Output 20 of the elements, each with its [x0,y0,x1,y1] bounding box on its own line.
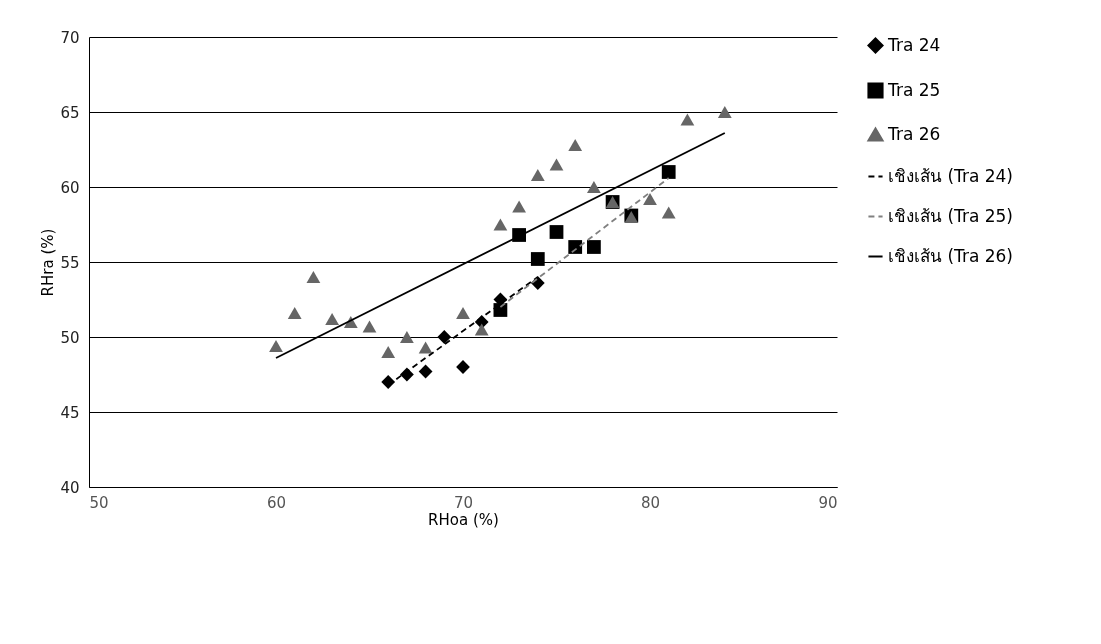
legend-label: Tra 24 [887,34,941,55]
y-tick-label: 55 [60,253,80,272]
y-tick-label: 40 [60,478,80,497]
legend-label: Tra 26 [887,123,941,144]
y-tick-label: 50 [60,328,80,347]
y-tick-label: 45 [60,403,80,422]
legend-label: เชิงเส้น (Tra 26) [888,245,1013,266]
x-axis-title: RHoa (%) [428,510,499,529]
legend-label: เชิงเส้น (Tra 24) [888,165,1013,186]
x-tick-label: 80 [640,493,661,512]
legend-label: Tra 25 [887,79,941,100]
x-tick-label: 50 [89,493,109,512]
y-axis-title: RHra (%) [39,228,58,297]
x-tick-label: 70 [453,493,474,512]
x-tick-label: 60 [266,493,287,512]
legend-label: เชิงเส้น (Tra 25) [888,205,1013,226]
y-tick-label: 70 [60,28,80,47]
y-tick-label: 60 [60,178,80,197]
y-tick-label: 65 [60,103,80,122]
x-tick-label: 90 [818,493,838,512]
